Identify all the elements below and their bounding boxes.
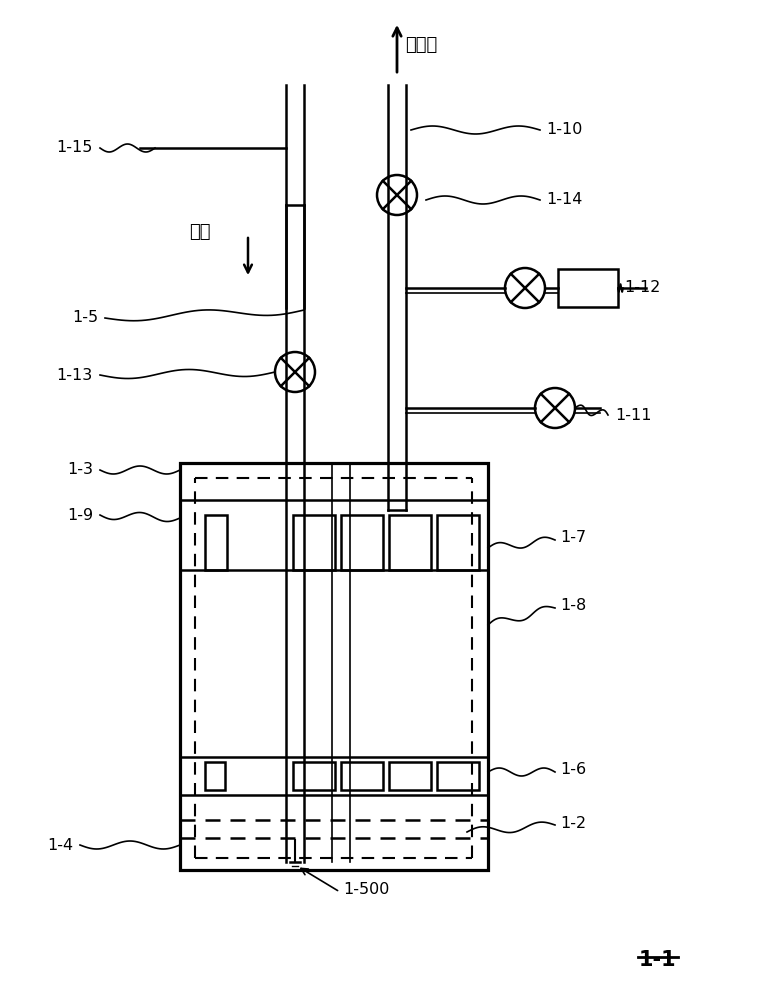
Text: 1-8: 1-8 xyxy=(560,597,586,612)
Bar xyxy=(389,762,431,790)
Text: 1-12: 1-12 xyxy=(624,280,660,296)
Bar xyxy=(293,515,335,570)
Bar xyxy=(558,269,618,307)
Text: 1-4: 1-4 xyxy=(47,838,73,852)
Text: 氢气: 氢气 xyxy=(189,223,211,241)
Text: 1-15: 1-15 xyxy=(56,140,93,155)
Bar xyxy=(180,463,488,870)
Text: 1-14: 1-14 xyxy=(546,192,583,208)
Text: 硫化氢: 硫化氢 xyxy=(405,36,437,54)
Bar xyxy=(341,762,383,790)
Bar xyxy=(437,762,479,790)
Text: 1-500: 1-500 xyxy=(343,882,390,897)
Text: 1-6: 1-6 xyxy=(560,762,586,778)
Text: 1-9: 1-9 xyxy=(67,508,93,522)
Text: 1-1: 1-1 xyxy=(639,950,677,970)
Text: 1-11: 1-11 xyxy=(615,408,652,422)
Bar xyxy=(437,515,479,570)
Text: 1-13: 1-13 xyxy=(56,367,93,382)
Bar xyxy=(293,762,335,790)
Text: 1-5: 1-5 xyxy=(72,310,98,326)
Text: 1-10: 1-10 xyxy=(546,122,583,137)
Bar xyxy=(205,515,227,570)
Text: 1-3: 1-3 xyxy=(67,462,93,478)
Bar xyxy=(341,515,383,570)
Text: 1-7: 1-7 xyxy=(560,530,586,546)
Bar xyxy=(389,515,431,570)
Text: 1-2: 1-2 xyxy=(560,816,586,830)
Bar xyxy=(205,762,225,790)
